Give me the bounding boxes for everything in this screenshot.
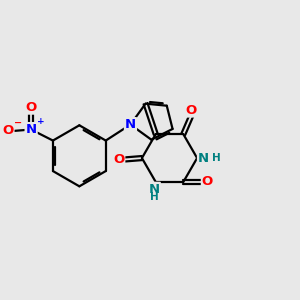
Text: −: − [14, 118, 22, 128]
Text: O: O [2, 124, 14, 137]
Text: H: H [212, 153, 220, 163]
Text: O: O [26, 100, 37, 114]
Text: N: N [26, 123, 37, 136]
Text: N: N [125, 118, 136, 131]
Text: N: N [149, 183, 160, 196]
Text: O: O [186, 103, 197, 117]
Text: +: + [37, 117, 44, 126]
Text: O: O [202, 176, 213, 188]
Text: H: H [150, 192, 159, 202]
Text: N: N [198, 152, 209, 165]
Text: O: O [113, 153, 124, 166]
